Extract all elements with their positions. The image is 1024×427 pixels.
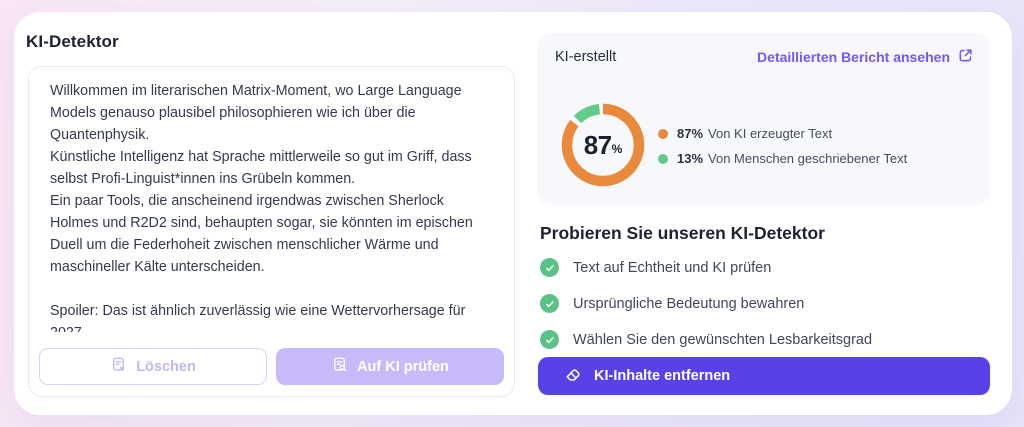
feature-readability-level: Wählen Sie den gewünschten Lesbarkeitsgr… (540, 330, 872, 349)
ai-score-value: 87% (583, 129, 623, 160)
eraser-icon (564, 365, 583, 388)
result-label: KI-erstellt (555, 49, 617, 65)
feature-text: Wählen Sie den gewünschten Lesbarkeitsgr… (573, 331, 873, 348)
feature-check-authenticity: Text auf Echtheit und KI prüfen (540, 258, 771, 277)
legend-ai-value: 87% (677, 126, 704, 141)
detailed-report-link[interactable]: Detaillierten Bericht ansehen (757, 47, 974, 67)
feature-preserve-meaning: Ursprüngliche Bedeutung bewahren (540, 294, 804, 313)
check-circle-icon (540, 294, 559, 313)
text-input[interactable]: Willkommen im literarischen Matrix-Momen… (50, 83, 473, 332)
legend-ai-text: 87% Von KI erzeugter Text (658, 126, 907, 141)
legend-human-text: 13% Von Menschen geschriebener Text (658, 151, 907, 166)
check-circle-icon (540, 258, 559, 277)
page-title: KI-Detektor (26, 32, 119, 51)
ai-detector-panel: KI-Detektor Willkommen im literarischen … (14, 12, 1012, 415)
legend-human-value: 13% (677, 151, 704, 166)
check-ai-button-label: Auf KI prüfen (357, 358, 449, 375)
remove-ai-content-button[interactable]: KI-Inhalte entfernen (538, 357, 990, 395)
text-input-card: Willkommen im literarischen Matrix-Momen… (28, 66, 515, 397)
legend-ai-label: Von KI erzeugter Text (708, 126, 833, 141)
check-ai-button[interactable]: Auf KI prüfen (276, 348, 504, 385)
donut-ai-arc (561, 103, 645, 187)
document-search-icon (331, 356, 348, 377)
legend-human-label: Von Menschen geschriebener Text (708, 151, 908, 166)
legend-dot-human (658, 153, 668, 164)
feature-text: Ursprüngliche Bedeutung bewahren (573, 295, 805, 312)
clear-button-label: Löschen (136, 358, 196, 375)
remove-ai-content-label: KI-Inhalte entfernen (594, 368, 731, 384)
promo-heading: Probieren Sie unseren KI-Detektor (540, 223, 825, 243)
ai-score-donut: 87% (561, 103, 645, 187)
clear-button[interactable]: Löschen (39, 348, 267, 385)
donut-legend: 87% Von KI erzeugter Text 13% Von Mensch… (658, 126, 907, 166)
feature-text: Text auf Echtheit und KI prüfen (573, 259, 772, 276)
detailed-report-link-label: Detaillierten Bericht ansehen (757, 49, 950, 65)
result-card: KI-erstellt Detaillierten Bericht ansehe… (537, 33, 990, 205)
document-x-icon (110, 356, 127, 377)
legend-dot-ai (658, 128, 668, 139)
check-circle-icon (540, 330, 559, 349)
external-link-icon (957, 47, 974, 67)
